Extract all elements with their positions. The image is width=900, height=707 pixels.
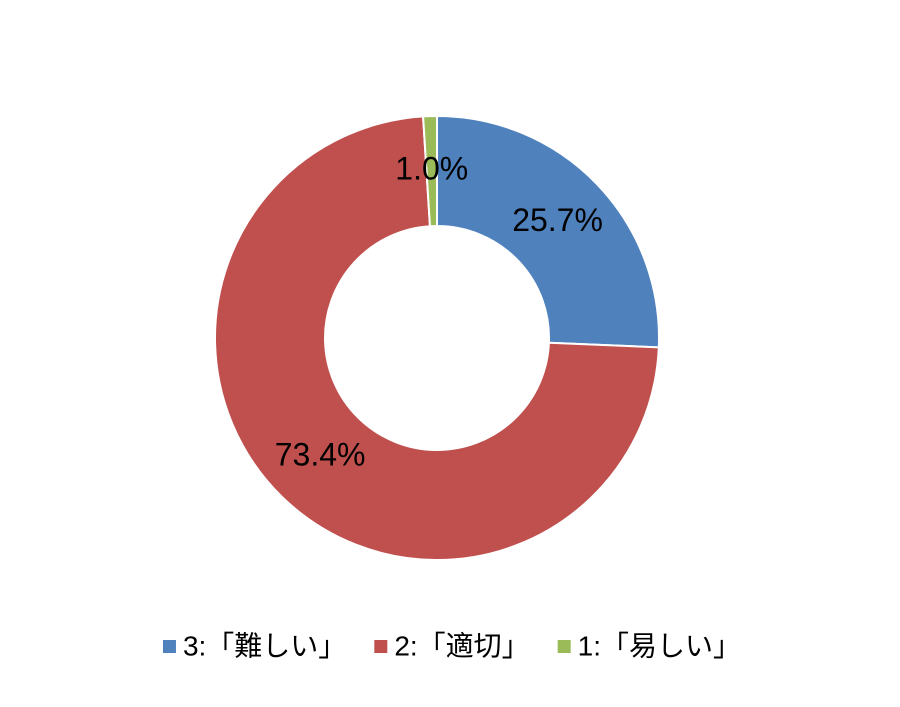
donut-slice bbox=[214, 115, 660, 561]
value-label: 73.4% bbox=[275, 437, 366, 473]
legend-swatch bbox=[557, 640, 571, 653]
donut-slice bbox=[422, 114, 438, 228]
value-label: 25.7% bbox=[512, 202, 603, 238]
legend-label: 1:「易しい」 bbox=[578, 630, 741, 661]
donut-slice bbox=[436, 114, 660, 349]
value-label: 1.0% bbox=[395, 151, 468, 187]
legend-label: 2:「適切」 bbox=[394, 630, 529, 661]
legend-label: 3:「難しい」 bbox=[183, 630, 346, 661]
legend-swatch bbox=[162, 640, 176, 653]
legend-swatch bbox=[374, 640, 388, 653]
